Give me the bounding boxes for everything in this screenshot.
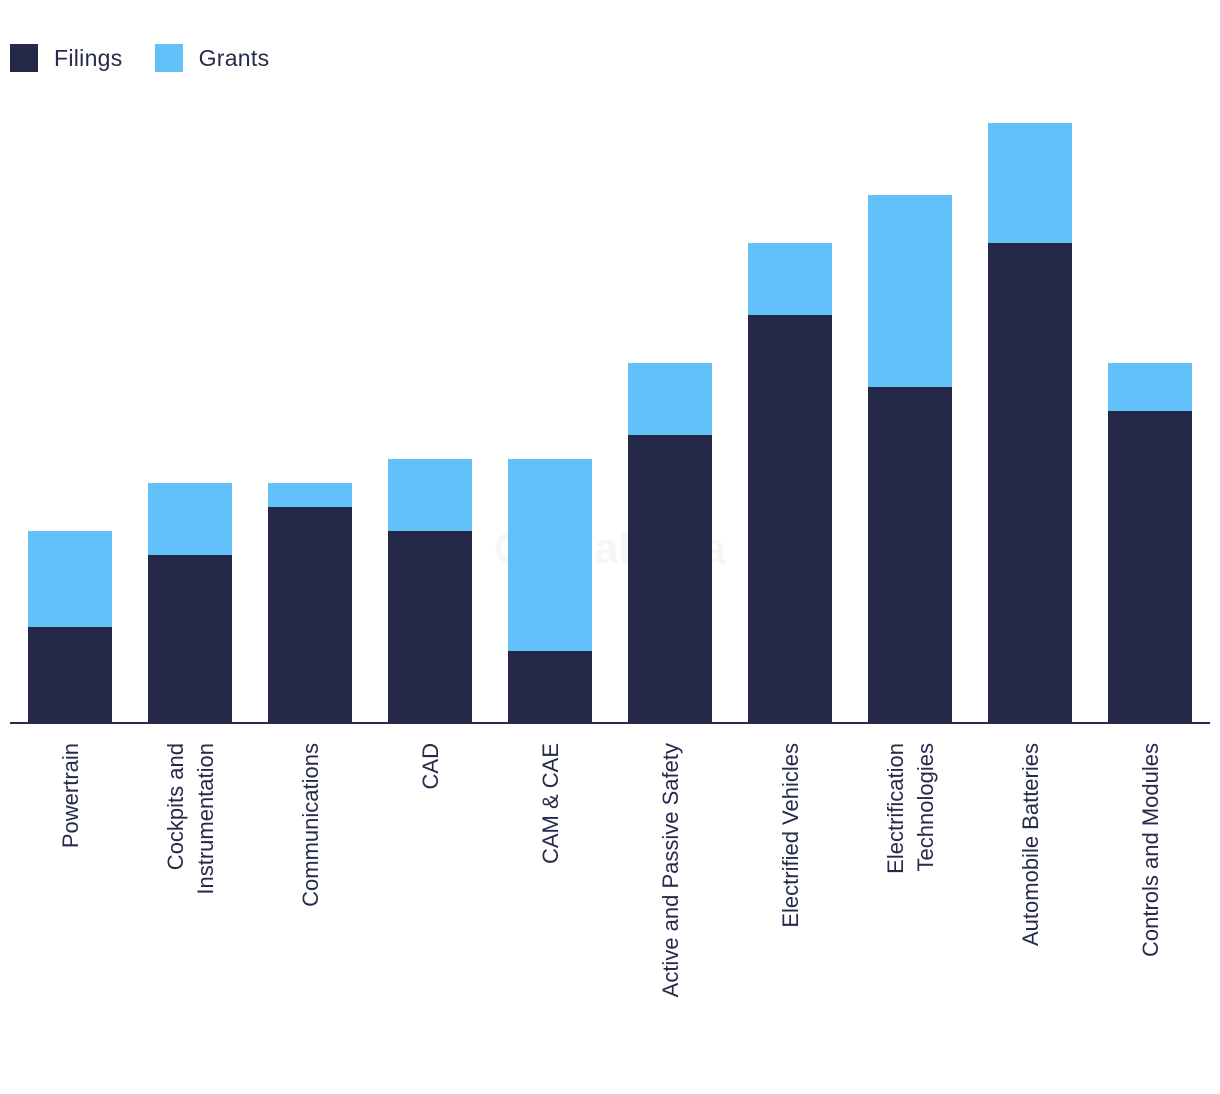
x-tick-label-line: Communications xyxy=(298,743,323,907)
legend-item-filings[interactable]: Filings xyxy=(10,44,123,72)
x-tick-label-line: Automobile Batteries xyxy=(1018,743,1043,946)
bar-grants-5[interactable] xyxy=(628,363,712,435)
x-tick-label-line: Cockpits and xyxy=(163,743,188,870)
bar-filings-8[interactable] xyxy=(988,243,1072,723)
x-tick-label-line: Electrification xyxy=(883,743,908,874)
x-tick-label-line: Powertrain xyxy=(58,743,83,848)
x-tick-label-4: CAM & CAE xyxy=(538,743,563,864)
bar-filings-2[interactable] xyxy=(268,507,352,723)
x-tick-label-1: Cockpits and Instrumentation xyxy=(163,743,218,895)
x-tick-label-line: Active and Passive Safety xyxy=(658,743,683,997)
x-tick-label-line: Technologies xyxy=(913,743,938,871)
bar-grants-3[interactable] xyxy=(388,459,472,531)
x-tick-label-7: Electrification Technologies xyxy=(883,743,938,874)
bar-filings-6[interactable] xyxy=(748,315,832,723)
bar-grants-4[interactable] xyxy=(508,459,592,651)
x-tick-label-line: Controls and Modules xyxy=(1138,743,1163,957)
filings-swatch xyxy=(10,44,38,72)
x-tick-label-5: Active and Passive Safety xyxy=(658,743,683,997)
bar-filings-9[interactable] xyxy=(1108,411,1192,723)
x-tick-label-9: Controls and Modules xyxy=(1138,743,1163,957)
x-tick-label-2: Communications xyxy=(298,743,323,907)
bar-grants-7[interactable] xyxy=(868,195,952,387)
legend: Filings Grants xyxy=(10,44,301,72)
bar-filings-0[interactable] xyxy=(28,627,112,723)
x-tick-label-8: Automobile Batteries xyxy=(1018,743,1043,946)
bar-grants-2[interactable] xyxy=(268,483,352,507)
bar-filings-1[interactable] xyxy=(148,555,232,723)
x-tick-label-0: Powertrain xyxy=(58,743,83,848)
x-tick-label-line: CAM & CAE xyxy=(538,743,563,864)
legend-label-filings: Filings xyxy=(54,44,123,71)
x-tick-label-line: CAD xyxy=(418,743,443,789)
x-tick-label-3: CAD xyxy=(418,743,443,789)
x-tick-labels: Powertrain Cockpits and Instrumentation Com… xyxy=(58,743,1163,997)
bar-grants-1[interactable] xyxy=(148,483,232,555)
bars-group xyxy=(28,123,1192,723)
bar-filings-4[interactable] xyxy=(508,651,592,723)
bar-filings-7[interactable] xyxy=(868,387,952,723)
x-tick-label-line: Instrumentation xyxy=(193,743,218,895)
x-tick-label-6: Electrified Vehicles xyxy=(778,743,803,928)
bar-filings-5[interactable] xyxy=(628,435,712,723)
x-tick-label-line: Electrified Vehicles xyxy=(778,743,803,928)
bar-filings-3[interactable] xyxy=(388,531,472,723)
legend-label-grants: Grants xyxy=(198,44,270,71)
bar-grants-6[interactable] xyxy=(748,243,832,315)
bar-grants-9[interactable] xyxy=(1108,363,1192,411)
bar-grants-8[interactable] xyxy=(988,123,1072,243)
grants-swatch xyxy=(154,44,183,72)
bar-grants-0[interactable] xyxy=(28,531,112,627)
legend-item-grants[interactable]: Grants xyxy=(154,44,270,72)
